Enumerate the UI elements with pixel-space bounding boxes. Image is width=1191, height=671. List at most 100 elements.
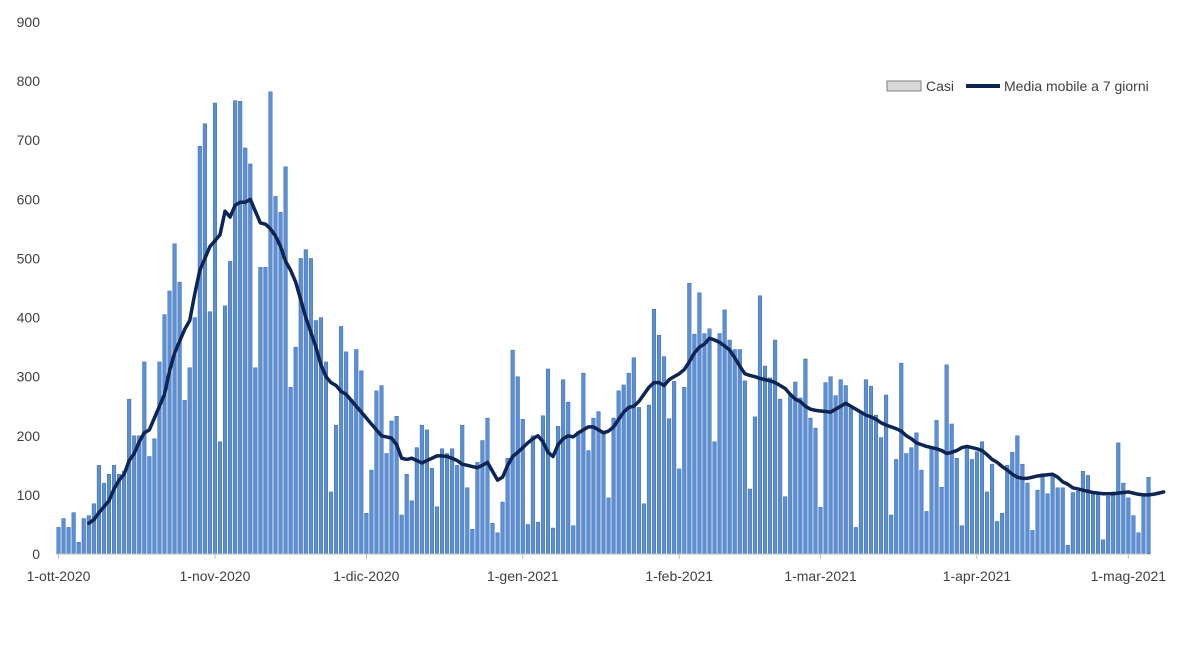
bar-casi	[631, 357, 636, 555]
bar-casi	[919, 469, 924, 555]
bar-casi	[233, 100, 238, 555]
bar-casi	[495, 532, 500, 555]
bar-casi	[959, 525, 964, 555]
bar-casi	[954, 458, 959, 555]
bar-casi	[990, 463, 995, 555]
bar-casi	[414, 447, 419, 555]
bar-casi	[879, 437, 884, 555]
bar-casi	[1050, 475, 1055, 555]
bar-casi	[752, 416, 757, 555]
bar-casi	[535, 521, 540, 555]
bar-casi	[162, 314, 167, 555]
bar-casi	[1141, 495, 1146, 555]
bar-casi	[894, 459, 899, 555]
bar-casi	[546, 368, 551, 555]
y-tick-label: 600	[17, 191, 41, 207]
bar-casi	[843, 385, 848, 555]
moving-average-line	[87, 197, 1166, 526]
bar-casi	[687, 283, 692, 555]
bar-casi	[157, 361, 162, 555]
x-tick-label: 1-apr-2021	[943, 568, 1012, 584]
bar-casi	[76, 541, 81, 555]
bar-casi	[485, 417, 490, 555]
bar-casi	[702, 333, 707, 555]
legend-label-casi: Casi	[926, 78, 954, 94]
bar-casi	[1090, 492, 1096, 555]
y-tick-label: 700	[17, 132, 41, 148]
bar-casi	[137, 435, 142, 555]
bar-casi	[828, 376, 833, 555]
bar-casi	[712, 441, 717, 555]
bar-casi	[379, 385, 384, 555]
bar-casi	[929, 447, 934, 555]
bar-casi	[177, 281, 182, 555]
bar-casi	[636, 407, 641, 555]
bar-casi	[278, 212, 283, 555]
bar-casi	[520, 419, 525, 555]
bar-casi	[192, 317, 197, 555]
legend-label-media-mobile: Media mobile a 7 giorni	[1004, 78, 1149, 94]
bar-casi	[868, 385, 873, 555]
bar-casi	[974, 451, 979, 555]
bar-casi	[1025, 482, 1030, 555]
bar-casi	[732, 349, 737, 555]
bar-casi	[253, 367, 258, 555]
bar-casi	[697, 292, 702, 555]
legend-swatch-casi	[886, 80, 922, 92]
bar-casi	[1005, 465, 1010, 555]
bar-casi	[773, 339, 778, 555]
bar-casi	[450, 448, 455, 555]
bar-casi	[979, 441, 985, 555]
bar-casi	[288, 387, 293, 555]
bar-casi	[798, 397, 803, 555]
bar-casi	[964, 447, 969, 555]
bar-casi	[727, 339, 732, 555]
bar-casi	[207, 311, 212, 555]
bar-casi	[525, 524, 530, 555]
bar-casi	[611, 417, 616, 555]
x-tick-label: 1-feb-2021	[645, 568, 713, 584]
bar-casi	[182, 400, 187, 555]
bar-casi	[1096, 492, 1101, 555]
bar-casi	[788, 393, 793, 555]
bar-casi	[500, 501, 505, 555]
bar-casi	[1055, 487, 1060, 555]
bar-casi	[581, 372, 586, 555]
bar-casi	[359, 370, 364, 555]
bars-group	[56, 91, 1151, 555]
bar-casi	[1101, 539, 1106, 555]
bar-casi	[490, 523, 495, 555]
bar-casi	[384, 453, 389, 555]
bar-casi	[394, 416, 399, 555]
bar-casi	[404, 474, 409, 555]
bar-casi	[238, 101, 243, 555]
bar-casi	[737, 349, 742, 555]
y-tick-label: 200	[17, 428, 41, 444]
bar-casi	[334, 424, 339, 555]
bar-casi	[349, 398, 354, 555]
bar-casi	[308, 258, 313, 555]
y-tick-label: 300	[17, 369, 41, 385]
bar-casi	[470, 528, 475, 555]
bar-casi	[944, 364, 949, 555]
x-tick-label: 1-mar-2021	[784, 568, 857, 584]
bar-casi	[818, 507, 823, 555]
bar-casi	[409, 500, 414, 555]
bar-casi	[81, 518, 86, 555]
bar-casi	[71, 512, 76, 555]
bar-casi	[586, 450, 591, 555]
bar-casi	[117, 474, 122, 555]
bar-casi	[1116, 442, 1121, 555]
x-axis: 1-ott-2020 1-nov-2020 1-dic-2020 1-gen-2021…	[27, 553, 1166, 584]
bar-casi	[540, 415, 545, 555]
bar-casi	[248, 163, 253, 555]
bar-casi	[682, 387, 687, 555]
bar-casi	[677, 468, 682, 555]
y-tick-label: 400	[17, 310, 41, 326]
bar-casi	[268, 91, 273, 555]
bar-casi	[762, 365, 768, 555]
bar-casi	[1106, 495, 1111, 555]
bar-casi	[778, 398, 783, 555]
bar-casi	[61, 518, 66, 555]
